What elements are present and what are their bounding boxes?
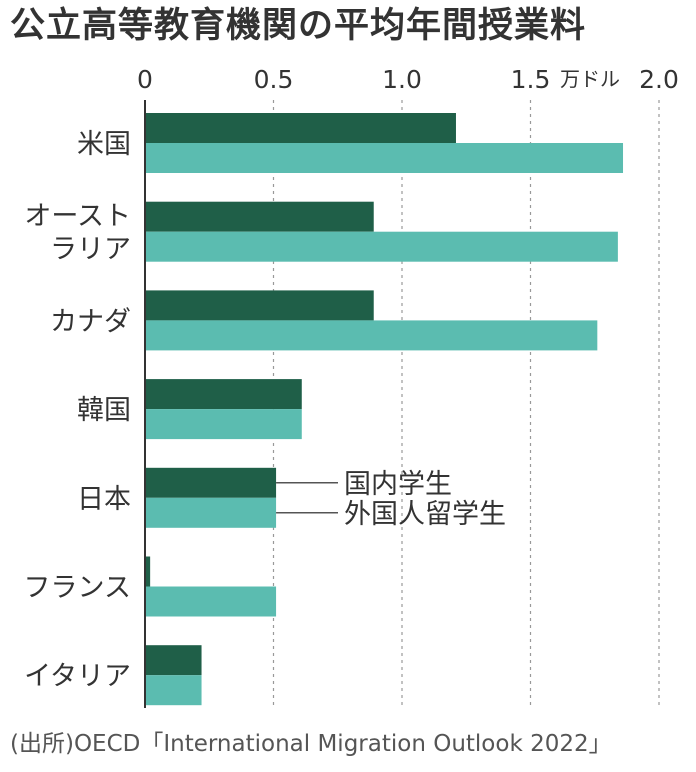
category-label: カナダ [50, 306, 131, 337]
bars [145, 113, 624, 706]
x-tick-label: 0 [137, 65, 153, 94]
category-label: 韓国 [77, 395, 131, 426]
chart-title: 公立高等教育機関の平均年間授業料 [10, 6, 587, 46]
legend-label: 国内学生 [344, 469, 452, 500]
bar-international [145, 231, 618, 262]
bar-domestic [145, 645, 202, 676]
category-label: 米国 [77, 129, 131, 160]
bar-international [145, 586, 277, 617]
bar-domestic [145, 201, 374, 232]
bar-domestic [145, 379, 302, 410]
category-label: 日本 [77, 484, 131, 515]
category-label: オーストラリア [24, 201, 131, 265]
bar-international [145, 409, 302, 440]
legend-label: 外国人留学生 [344, 499, 506, 530]
bar-domestic [145, 113, 456, 143]
x-axis-ticks: 0 0.5 1.0 1.5 2.0 万ドル [137, 65, 679, 94]
bar-international [145, 143, 624, 173]
x-tick-label: 1.5 [511, 65, 551, 94]
source-note: (出所)OECD「International Migration Outlook… [10, 731, 612, 757]
bar-international [145, 675, 202, 706]
bar-domestic [145, 290, 374, 321]
bar-international [145, 320, 598, 351]
bar-domestic [145, 467, 277, 498]
category-label: フランス [24, 573, 131, 604]
unit-label: 万ドル [560, 67, 620, 91]
grid-lines [272, 100, 660, 708]
x-tick-label: 1.0 [382, 65, 422, 94]
x-tick-label: 2.0 [639, 65, 679, 94]
category-label: イタリア [24, 661, 131, 692]
bar-domestic [145, 556, 151, 587]
bar-international [145, 497, 277, 528]
x-tick-label: 0.5 [254, 65, 294, 94]
